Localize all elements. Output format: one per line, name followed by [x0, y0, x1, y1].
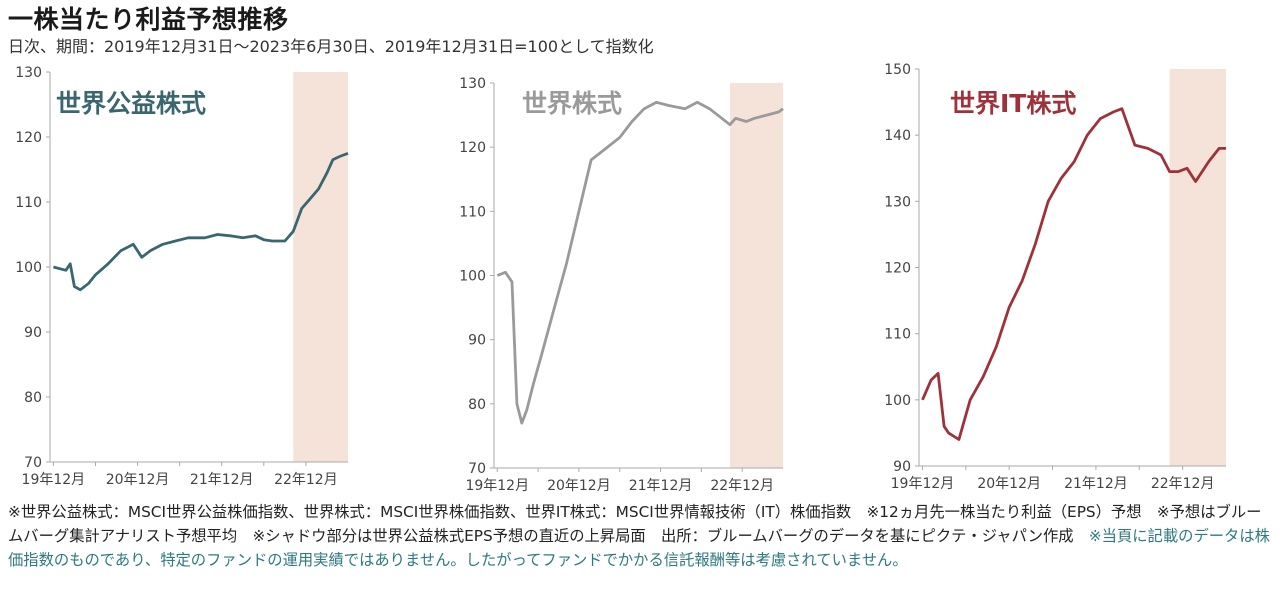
x-tick-label: 22年12月: [274, 472, 338, 488]
x-tick-label: 20年12月: [977, 476, 1041, 492]
series-label-utilities: 世界公益株式: [56, 89, 206, 118]
y-tick-label: 110: [459, 204, 486, 220]
chart-world-equities: 70 80 90 100 110 120 130 19年12月 20年12月 21年12月 22年1…: [459, 76, 784, 494]
y-tick-label: 70: [24, 455, 42, 471]
footnotes: ※世界公益株式：MSCI世界公益株価指数、世界株式：MSCI世界株価指数、世界I…: [8, 500, 1273, 572]
x-tick-label: 19年12月: [891, 476, 955, 492]
shade-region-equities: [729, 83, 783, 468]
x-tick-label: 22年12月: [1151, 476, 1215, 492]
y-tick-label: 140: [884, 128, 911, 144]
y-tick-label: 130: [459, 76, 486, 92]
y-tick-label: 130: [884, 194, 911, 210]
y-tick-label: 120: [459, 140, 486, 156]
x-tick-label: 21年12月: [1064, 476, 1128, 492]
series-line-utilities: [53, 151, 349, 292]
y-tick-label: 90: [893, 459, 911, 475]
y-tick-label: 100: [15, 260, 42, 276]
x-tick-label: 20年12月: [106, 472, 170, 488]
shade-region-it: [1169, 69, 1226, 466]
page-title: 一株当たり利益予想推移: [8, 5, 289, 34]
series-line-it: [921, 107, 1226, 441]
y-tick-label: 100: [459, 269, 486, 285]
y-tick-label: 120: [15, 130, 42, 146]
x-tick-label: 19年12月: [465, 478, 529, 494]
series-line-equities: [496, 100, 784, 425]
x-tick-label: 20年12月: [547, 478, 611, 494]
y-tick-label: 130: [15, 65, 42, 81]
y-tick-label: 90: [24, 325, 42, 341]
x-tick-label: 19年12月: [22, 472, 86, 488]
y-tick-label: 110: [884, 327, 911, 343]
x-tick-label: 22年12月: [710, 478, 774, 494]
chart-world-it: 90 100 110 120 130 140 150 19年12月 20年12月 21年12月 22…: [884, 62, 1226, 492]
y-tick-label: 80: [468, 397, 486, 413]
series-label-equities: 世界株式: [522, 89, 622, 118]
chart-world-utilities: 70 80 90 100 110 120 130 19年12月 20年12月 21年12月 22年1…: [15, 65, 349, 488]
y-tick-label: 100: [884, 393, 911, 409]
shade-region-utilities: [293, 72, 348, 462]
series-label-it: 世界IT株式: [950, 89, 1076, 118]
y-tick-label: 120: [884, 261, 911, 277]
y-tick-label: 110: [15, 195, 42, 211]
y-tick-label: 150: [884, 62, 911, 78]
x-tick-label: 21年12月: [629, 478, 693, 494]
y-tick-label: 90: [468, 333, 486, 349]
y-tick-label: 80: [24, 390, 42, 406]
x-tick-label: 21年12月: [190, 472, 254, 488]
y-tick-label: 70: [468, 461, 486, 477]
footnote-sources: ※世界公益株式：MSCI世界公益株価指数、世界株式：MSCI世界株価指数、世界I…: [8, 503, 1262, 545]
page-subtitle: 日次、期間：2019年12月31日～2023年6月30日、2019年12月31日…: [8, 37, 654, 56]
footnote-disclaimer: ※当頁に記載のデータは株価指数のものであり、特定のファンドの運用実績ではありませ…: [8, 527, 1270, 569]
